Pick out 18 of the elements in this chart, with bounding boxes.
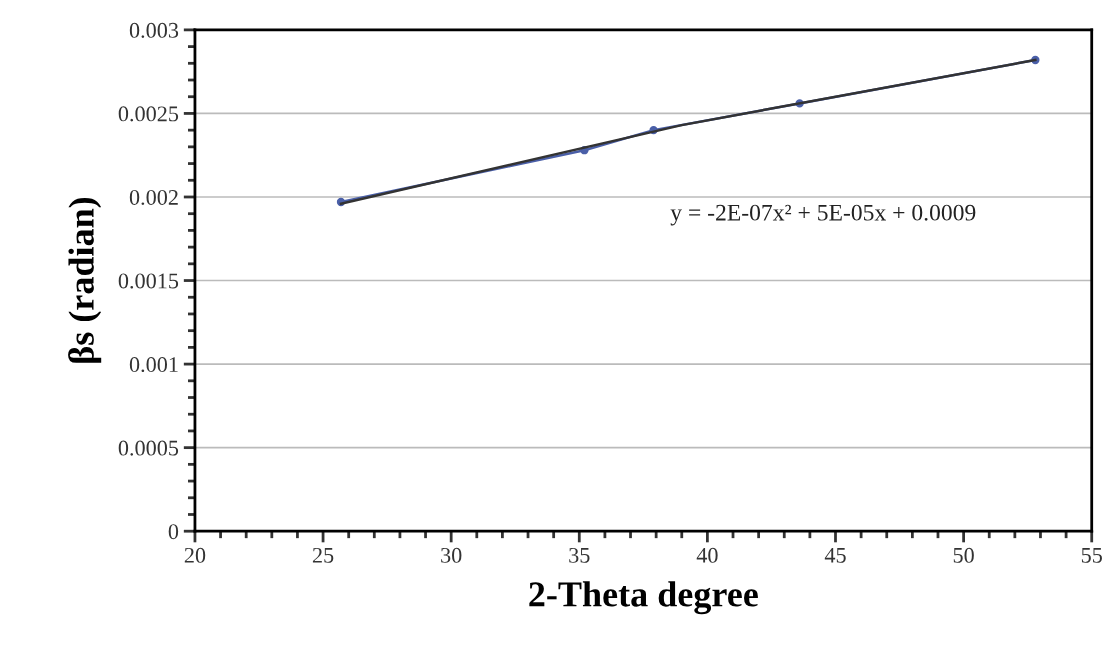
x-tick-label: 50 <box>953 547 974 563</box>
y-tick-label: 0.003 <box>129 22 179 38</box>
y-tick-label: 0 <box>168 524 179 540</box>
x-tick-label: 30 <box>441 547 462 563</box>
x-tick-label: 20 <box>184 547 206 563</box>
x-tick-label: 25 <box>312 547 334 563</box>
x-tick-label: 40 <box>696 547 718 563</box>
annotation: y = -2E-07x² + 5E-05x + 0.0009 <box>670 204 976 226</box>
x-axis-title: 2-Theta degree <box>529 581 758 615</box>
y-axis-title: βs (radian) <box>68 197 102 363</box>
y-tick-label: 0.002 <box>129 189 178 206</box>
y-tick-label: 0.001 <box>129 357 178 373</box>
x-tick-label: 35 <box>569 547 590 563</box>
x-tick-label: 45 <box>824 547 846 563</box>
y-tick-label: 0.0015 <box>118 273 179 289</box>
y-tick-label: 0.0005 <box>118 440 179 456</box>
y-tick-label: 0.0025 <box>118 106 179 122</box>
x-tick-label: 55 <box>1081 548 1102 563</box>
